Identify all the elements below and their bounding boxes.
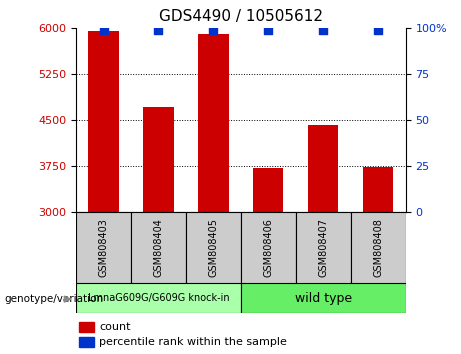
Text: GSM808403: GSM808403 bbox=[99, 218, 108, 277]
Text: GSM808408: GSM808408 bbox=[373, 218, 383, 277]
Bar bbox=[241, 283, 406, 313]
Point bbox=[319, 27, 327, 33]
Text: count: count bbox=[99, 322, 130, 332]
Bar bbox=[253, 167, 284, 212]
Title: GDS4490 / 10505612: GDS4490 / 10505612 bbox=[159, 9, 323, 24]
Bar bbox=[198, 34, 229, 212]
Bar bbox=[186, 212, 241, 283]
Point bbox=[155, 27, 162, 33]
Point bbox=[210, 27, 217, 33]
Bar bbox=[131, 212, 186, 283]
Bar bbox=[363, 167, 393, 212]
Bar bbox=[76, 212, 131, 283]
Text: GSM808404: GSM808404 bbox=[154, 218, 164, 277]
Text: GSM808406: GSM808406 bbox=[263, 218, 273, 277]
Bar bbox=[241, 212, 296, 283]
Text: LmnaG609G/G609G knock-in: LmnaG609G/G609G knock-in bbox=[88, 293, 229, 303]
Bar bbox=[308, 125, 338, 212]
Text: GSM808407: GSM808407 bbox=[318, 218, 328, 277]
Bar bbox=[296, 212, 351, 283]
Text: GSM808405: GSM808405 bbox=[208, 218, 219, 277]
Text: wild type: wild type bbox=[295, 292, 352, 305]
Bar bbox=[351, 212, 406, 283]
Bar bbox=[143, 107, 174, 212]
Point bbox=[374, 27, 382, 33]
Bar bbox=[79, 322, 94, 332]
Point bbox=[100, 27, 107, 33]
Bar bbox=[89, 32, 118, 212]
Bar bbox=[79, 337, 94, 347]
Text: percentile rank within the sample: percentile rank within the sample bbox=[99, 337, 287, 347]
Point bbox=[265, 27, 272, 33]
Text: genotype/variation: genotype/variation bbox=[5, 294, 104, 304]
Bar bbox=[76, 283, 241, 313]
